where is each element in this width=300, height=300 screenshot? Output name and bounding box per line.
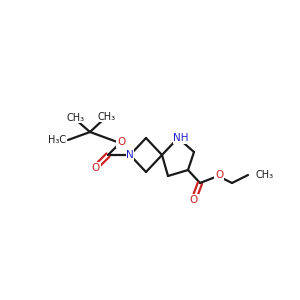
Text: O: O <box>92 163 100 173</box>
Text: O: O <box>190 195 198 205</box>
Text: NH: NH <box>173 133 189 143</box>
Text: O: O <box>215 170 223 180</box>
Text: O: O <box>117 137 125 147</box>
Text: CH₃: CH₃ <box>67 113 85 123</box>
Text: H₃C: H₃C <box>48 135 66 145</box>
Text: N: N <box>126 150 134 160</box>
Text: CH₃: CH₃ <box>98 112 116 122</box>
Text: CH₃: CH₃ <box>256 170 274 180</box>
